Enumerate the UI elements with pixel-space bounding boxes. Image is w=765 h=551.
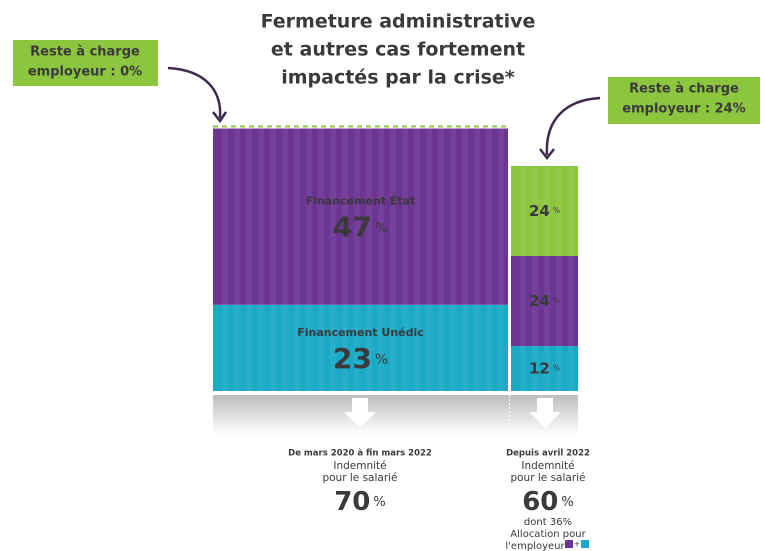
note: dont 36% [524, 517, 572, 528]
total-label: pour le salarié [322, 472, 397, 484]
unit: % [375, 221, 388, 237]
value: 12 [529, 359, 550, 377]
bar-segment [511, 256, 578, 346]
value: 70 [334, 487, 370, 517]
callout-arrowhead [539, 148, 555, 161]
swatch [581, 540, 589, 548]
value-label: 70% [334, 487, 386, 517]
bar-segment [511, 346, 578, 391]
note: Allocation pour [510, 529, 586, 540]
callout-box [608, 77, 760, 124]
title: et autres cas fortement [271, 39, 525, 61]
note: l'employeur [505, 541, 565, 551]
value-label: 60% [522, 487, 574, 517]
unit: % [553, 296, 560, 305]
callout-text: Reste à charge [629, 82, 739, 97]
arrow-down [344, 398, 376, 428]
value-label: 23% [333, 342, 388, 375]
category-label: De mars 2020 à fin mars 2022 [288, 449, 432, 459]
callout-arrowhead [212, 111, 228, 124]
value: 47 [333, 211, 372, 244]
callout-text: employeur : 24% [622, 102, 745, 117]
unit: % [373, 495, 385, 510]
value-label: 47% [333, 211, 388, 244]
bar-segment [213, 128, 508, 305]
callout-text: employeur : 0% [28, 65, 142, 80]
value: 24 [529, 202, 550, 220]
value: 60 [522, 487, 558, 517]
callout-text: Reste à charge [30, 45, 140, 60]
value-label: 24% [529, 202, 560, 220]
bar-segment [511, 166, 578, 256]
title: impactés par la crise* [281, 67, 515, 89]
total-label: pour le salarié [510, 472, 585, 484]
callout-box [13, 40, 158, 86]
swatch [565, 540, 573, 548]
value: 23 [333, 342, 372, 375]
value-label: 24% [529, 292, 560, 310]
unit: % [561, 495, 573, 510]
shadow [213, 395, 578, 435]
value-label: 12% [529, 359, 560, 377]
segment-name: Financement Unédic [297, 326, 424, 339]
unit: % [375, 352, 388, 368]
value: 24 [529, 292, 550, 310]
title: Fermeture administrative [261, 11, 536, 33]
unit: % [553, 206, 560, 215]
segment-name: Financement État [306, 195, 416, 208]
arrow-down [529, 398, 561, 428]
total-label: Indemnité [521, 460, 574, 472]
unit: % [553, 364, 560, 373]
total-label: Indemnité [333, 460, 386, 472]
note-symbol: + [574, 540, 581, 549]
callout-arrow [167, 66, 222, 119]
category-label: Depuis avril 2022 [506, 449, 590, 459]
bar-segment [213, 304, 508, 391]
callout-arrow [545, 96, 601, 156]
